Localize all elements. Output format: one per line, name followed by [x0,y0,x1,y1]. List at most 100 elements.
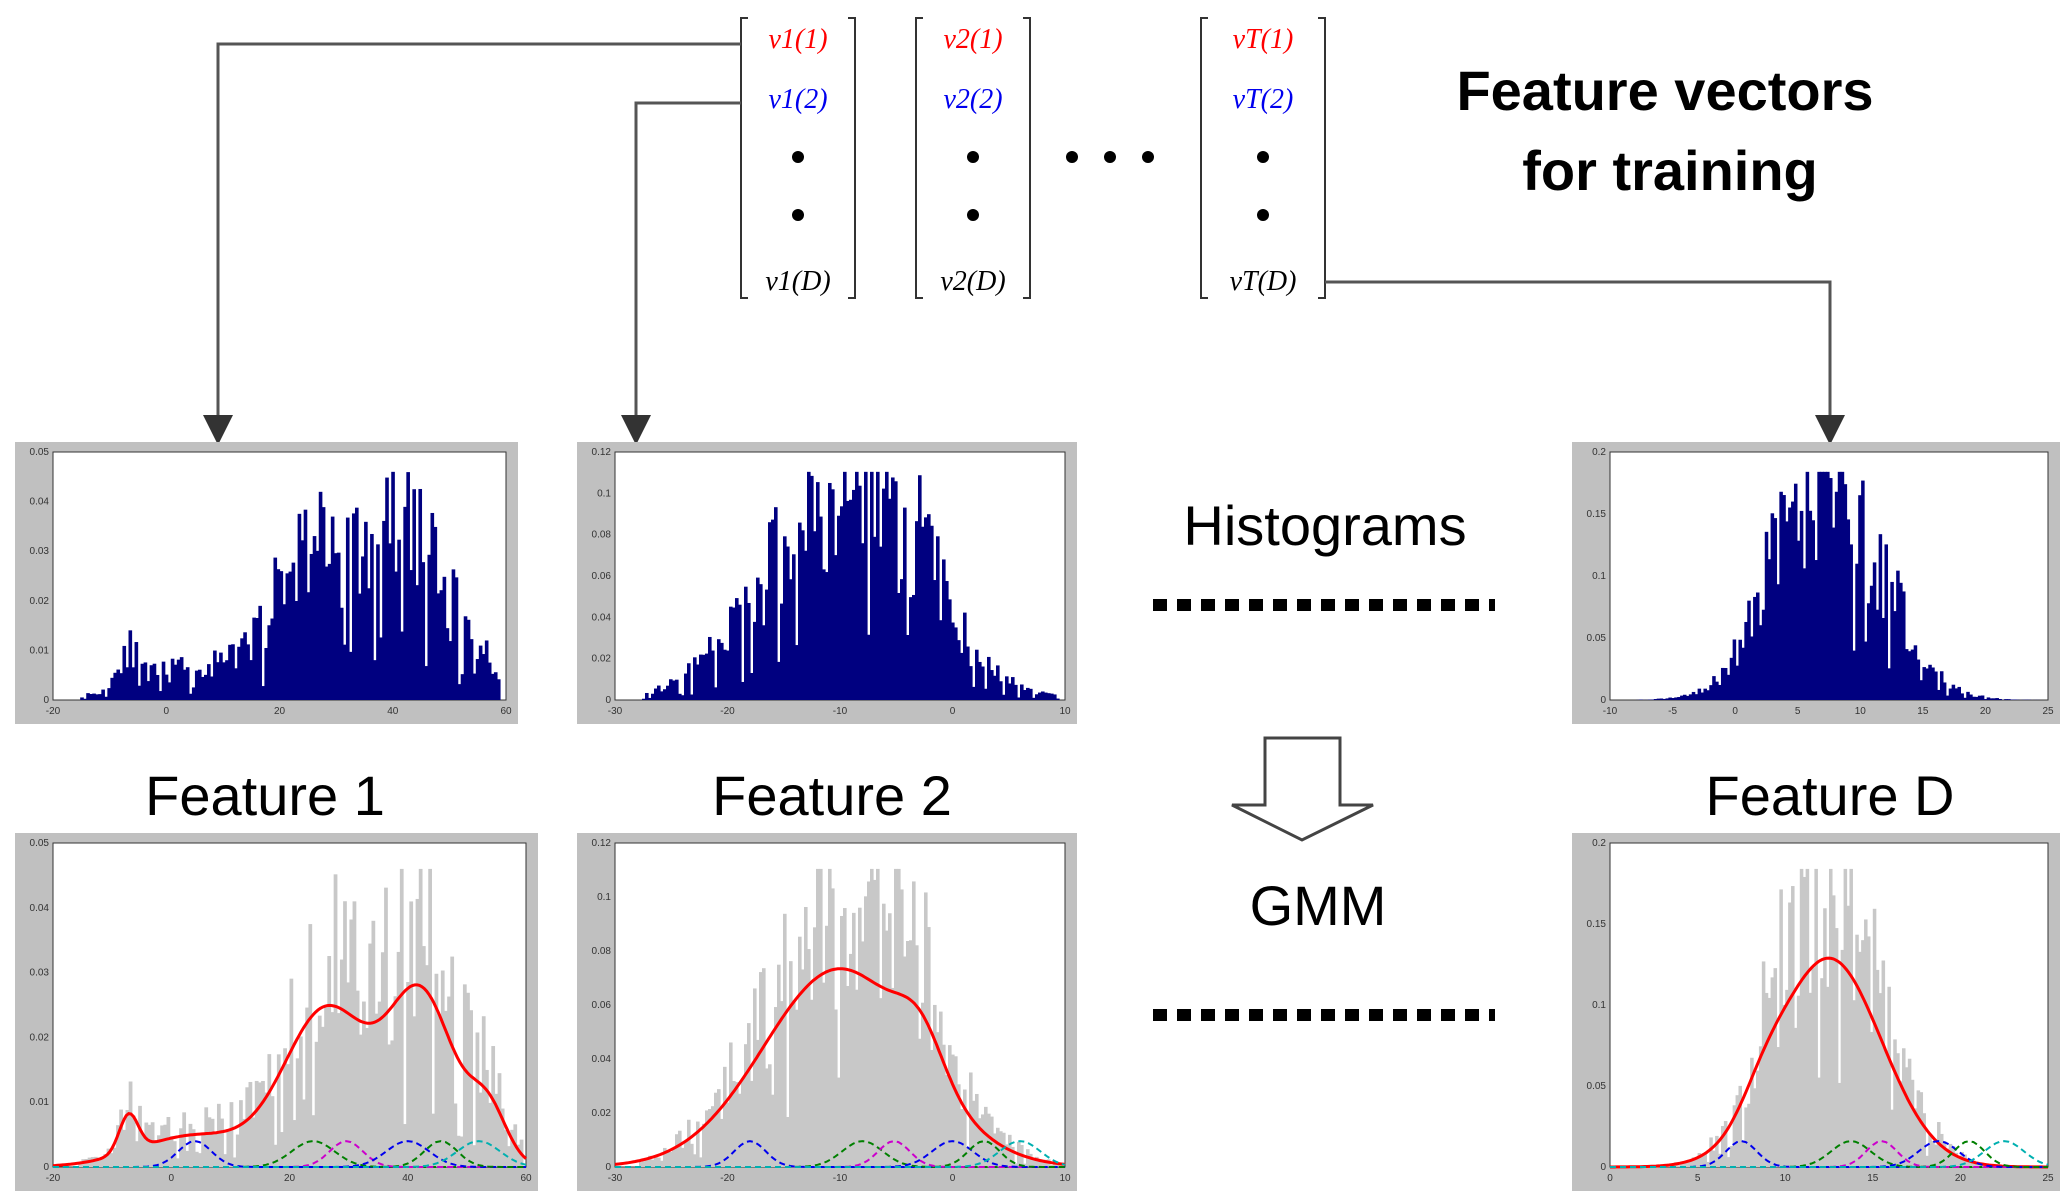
x-tick-label: 5 [1695,1173,1701,1184]
x-tick-label: -20 [46,1173,61,1184]
y-tick-label: 0.08 [592,530,612,541]
x-tick-label: 20 [274,706,286,717]
y-tick-label: 0 [605,1162,611,1173]
y-tick-label: 0.05 [1587,1081,1607,1092]
arrow-feature-1 [203,42,741,445]
arrow-feature-2 [621,101,741,445]
histograms-label: Histograms [1183,494,1466,557]
feature-2-label: Feature 2 [712,764,952,827]
histogram-feature-1: 00.010.020.030.040.05-20 0 20 40 60 [15,442,518,724]
y-tick-label: 0.1 [1592,1000,1606,1011]
y-tick-label: 0.12 [592,838,612,849]
y-tick-label: 0.05 [30,447,50,458]
y-tick-label: 0.1 [1592,571,1606,582]
y-tick-label: 0.03 [30,546,50,557]
y-tick-label: 0.03 [30,968,50,979]
y-tick-label: 0.02 [592,654,612,665]
x-tick-label: 0 [1732,706,1738,717]
y-tick-label: 0 [1600,695,1606,706]
y-tick-label: 0.04 [30,497,50,508]
connector-arrows [203,42,1845,445]
y-tick-label: 0 [43,1162,49,1173]
y-tick-label: 0.2 [1592,447,1606,458]
feature-1-label: Feature 1 [145,764,385,827]
y-tick-label: 0.05 [1587,633,1607,644]
y-tick-label: 0.2 [1592,838,1606,849]
y-tick-label: 0 [43,695,49,706]
feature-vector-1: v1(1) v1(2) v1(D) [740,17,856,299]
vector-1-entry-2: v1(2) [768,84,827,115]
x-tick-label: 0 [168,1173,174,1184]
gmm-feature-1: 00.010.020.030.040.05-20 0 20 40 60 [15,833,538,1191]
histogram-feature-d: 0 0.05 0.1 0.15 0.2 -10 -5 0 5 10 15 20 25 [1572,442,2060,724]
title-line-1: Feature vectors [1456,59,1873,122]
x-tick-label: 0 [950,706,956,717]
x-tick-label: -20 [720,1173,735,1184]
x-tick-label: -5 [1668,706,1677,717]
y-tick-label: 0.04 [592,612,612,623]
x-tick-label: 0 [950,1173,956,1184]
feature-vector-2: v2(1) v2(2) v2(D) [915,17,1031,299]
y-tick-label: 0.05 [30,838,50,849]
ellipsis-dots [1066,151,1154,163]
histogram-feature-2: 0 0.02 0.04 0.06 0.08 0.1 0.12 -30 -20 -10 0 10 [577,442,1077,724]
x-tick-label: 60 [500,706,512,717]
x-tick-label: 10 [1855,706,1867,717]
y-tick-label: 0.15 [1587,919,1607,930]
x-tick-label: -10 [833,1173,848,1184]
y-tick-label: 0.15 [1587,509,1607,520]
x-tick-label: 40 [387,706,399,717]
y-tick-label: 0.02 [592,1108,612,1119]
y-tick-label: 0.1 [597,488,611,499]
vector-t-entry-2: vT(2) [1233,84,1294,115]
vector-2-entry-d: v2(D) [940,266,1005,297]
y-tick-label: 0.1 [597,892,611,903]
x-tick-label: 5 [1795,706,1801,717]
vector-t-entry-d: vT(D) [1230,266,1297,297]
x-tick-label: 15 [1917,706,1929,717]
x-tick-label: 25 [2042,1173,2054,1184]
x-tick-label: -30 [608,706,623,717]
y-tick-label: 0.01 [30,645,50,656]
x-tick-label: 0 [1607,1173,1613,1184]
y-tick-label: 0.06 [592,571,612,582]
down-arrow [1231,736,1374,842]
x-tick-label: -20 [46,706,61,717]
gmm-label: GMM [1250,874,1387,937]
x-tick-label: 20 [284,1173,296,1184]
gmm-feature-d: 0 0.05 0.1 0.15 0.2 0 5 10 15 20 25 [1572,833,2060,1191]
feature-d-label: Feature D [1706,764,1955,827]
gmm-feature-2: 0 0.02 0.04 0.06 0.08 0.1 0.12 -30 -20 -10 0 10 [577,833,1077,1191]
x-tick-label: 15 [1867,1173,1879,1184]
x-tick-label: 10 [1780,1173,1792,1184]
y-tick-label: 0.12 [592,447,612,458]
y-tick-label: 0 [605,695,611,706]
y-tick-label: 0.02 [30,1032,50,1043]
vector-t-entry-1: vT(1) [1233,24,1294,55]
feature-vector-t: vT(1) vT(2) vT(D) [1200,17,1326,299]
vector-2-entry-1: v2(1) [943,24,1002,55]
x-tick-label: 40 [402,1173,414,1184]
x-tick-label: 25 [2042,706,2054,717]
vector-2-entry-2: v2(2) [943,84,1002,115]
y-tick-label: 0.01 [30,1097,50,1108]
x-tick-label: 10 [1059,1173,1071,1184]
y-tick-label: 0.02 [30,596,50,607]
y-tick-label: 0.08 [592,946,612,957]
arrow-feature-d [1325,280,1845,445]
x-tick-label: 20 [1955,1173,1967,1184]
x-tick-label: 60 [520,1173,532,1184]
y-tick-label: 0.04 [592,1054,612,1065]
y-tick-label: 0.06 [592,1000,612,1011]
x-tick-label: -10 [1603,706,1618,717]
y-tick-label: 0 [1600,1162,1606,1173]
x-tick-label: 20 [1980,706,1992,717]
x-tick-label: 0 [163,706,169,717]
vector-1-entry-1: v1(1) [768,24,827,55]
x-tick-label: -20 [720,706,735,717]
y-tick-label: 0.04 [30,903,50,914]
x-tick-label: 10 [1059,706,1071,717]
x-tick-label: -10 [833,706,848,717]
x-tick-label: -30 [608,1173,623,1184]
